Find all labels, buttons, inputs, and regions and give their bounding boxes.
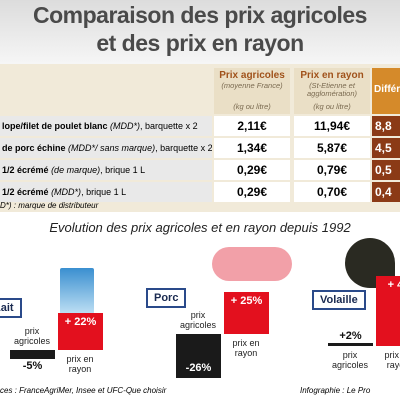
product-qualifier: (MDD*) <box>110 121 141 131</box>
cell: 0,5 <box>372 160 400 180</box>
milk-carton <box>60 268 94 314</box>
pig <box>212 247 292 281</box>
column-header: Prix en rayon (St-Etienne et agglomératio… <box>294 68 370 114</box>
column-unit: (kg ou litre) <box>313 102 351 111</box>
footnote: D*) : marque de distributeur <box>0 201 99 210</box>
row-label: 1/2 écrémé (de marque), brique 1 L <box>0 160 212 180</box>
cell: 0,4 <box>372 182 400 202</box>
row-label: de porc échine (MDD*/ sans marque), barq… <box>0 138 212 158</box>
panel-label: Porc <box>146 288 187 308</box>
cell: 8,8 <box>372 116 400 136</box>
product-packaging: , barquette x 2 <box>140 121 198 131</box>
cell: 0,79€ <box>294 160 370 180</box>
cell: 11,94€ <box>294 116 370 136</box>
cell: 0,29€ <box>214 160 290 180</box>
panel-label: Lait <box>0 298 22 318</box>
bar <box>58 312 103 350</box>
category-label: prix en rayon <box>232 338 260 358</box>
column-header: Prix agricoles (moyenne France) (kg ou lit… <box>214 68 290 114</box>
chart-title: Evolution des prix agricoles et en rayon… <box>49 220 351 235</box>
row-label: lope/filet de poulet blanc (MDD*), barqu… <box>0 116 212 136</box>
product-name: 1/2 écrémé <box>2 165 49 175</box>
category-label: prix agricoles <box>179 310 217 330</box>
bar <box>10 350 55 359</box>
cell: 4,5 <box>372 138 400 158</box>
product-packaging: , barquette x 2 <box>155 143 212 153</box>
product-name: 1/2 écrémé <box>2 187 49 197</box>
product-qualifier: (MDD*/ sans marque) <box>68 143 156 153</box>
column-sub: (St-Etienne et agglomération) <box>306 81 358 98</box>
column-name: Prix en rayon <box>300 70 364 81</box>
bar <box>176 334 221 379</box>
sources: ces : FranceAgriMer, Insee et UFC-Que ch… <box>0 386 167 395</box>
cell: 0,29€ <box>214 182 290 202</box>
panel-label: Volaille <box>312 290 366 310</box>
column-header: Différence <box>372 68 400 114</box>
row-label: 1/2 écrémé (MDD*), brique 1 L <box>0 182 212 202</box>
product-packaging: , brique 1 L <box>81 187 127 197</box>
category-label: prix agricoles <box>331 350 369 370</box>
category-label: prix en rayon <box>66 354 94 374</box>
value-label: -5% <box>22 359 43 372</box>
value-label: +2% <box>339 329 362 342</box>
credit: Infographie : Le Pro <box>300 386 371 395</box>
title: Comparaison des prix agricoles <box>33 2 367 28</box>
value-label: -26% <box>185 362 212 375</box>
cell: 0,70€ <box>294 182 370 202</box>
column-name: Prix agricoles <box>219 70 285 81</box>
product-name: de porc échine <box>2 143 66 153</box>
category-label: prix agricoles <box>13 326 51 346</box>
bar <box>328 342 373 346</box>
column-name: Différence <box>374 84 400 95</box>
cell: 2,11€ <box>214 116 290 136</box>
cell: 1,34€ <box>214 138 290 158</box>
value-label: + 25% <box>230 294 263 307</box>
title: et des prix en rayon <box>96 30 304 56</box>
product-qualifier: (de marque) <box>51 165 101 175</box>
header-bg <box>0 0 400 64</box>
column-unit: (kg ou litre) <box>233 102 271 111</box>
column-sub: (moyenne France) <box>221 81 283 90</box>
value-label: + 41 <box>387 279 400 292</box>
product-name: lope/filet de poulet blanc <box>2 121 108 131</box>
product-packaging: , brique 1 L <box>100 165 146 175</box>
value-label: + 22% <box>64 315 97 328</box>
product-qualifier: (MDD*) <box>51 187 82 197</box>
bar <box>224 291 269 334</box>
category-label: prix en rayon <box>384 350 400 370</box>
cell: 5,87€ <box>294 138 370 158</box>
bar <box>376 276 400 346</box>
